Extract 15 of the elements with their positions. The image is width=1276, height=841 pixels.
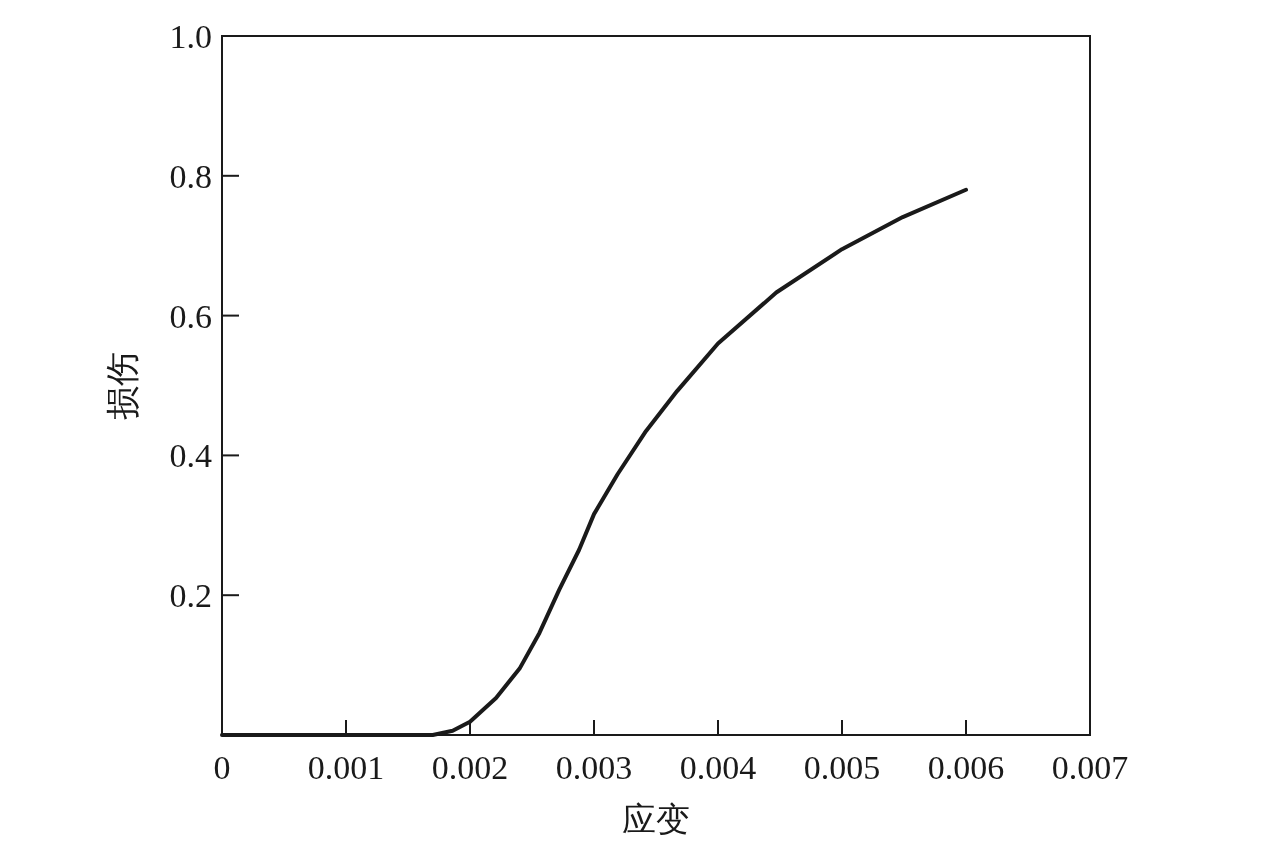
y-axis-title: 损伤: [104, 351, 141, 420]
y-tick-label: 0.2: [169, 577, 212, 615]
x-tick-label: 0.003: [555, 749, 633, 786]
x-tick-label: 0.004: [679, 749, 757, 786]
y-tick-label: 0.6: [169, 297, 212, 335]
x-axis-title: 应变: [622, 801, 690, 838]
x-tick-label: 0: [213, 749, 231, 786]
y-tick-label: 0.8: [169, 157, 212, 195]
x-tick-label: 0.007: [1051, 749, 1129, 786]
x-tick-label: 0.005: [803, 749, 881, 786]
y-tick-label: 0.4: [169, 437, 212, 475]
x-tick-label: 0.002: [431, 749, 509, 786]
x-tick-label: 0.001: [307, 749, 385, 786]
y-tick-label: 1.0: [169, 18, 212, 55]
x-tick-label: 0.006: [927, 749, 1005, 786]
